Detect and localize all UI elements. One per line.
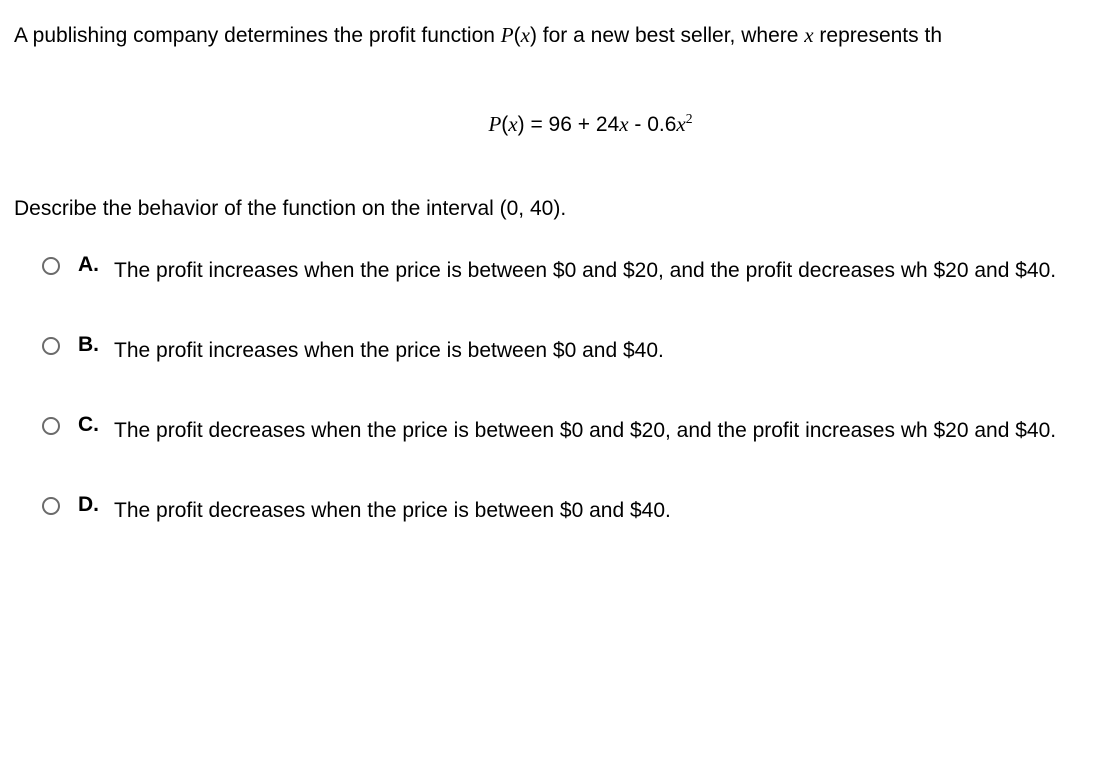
formula-x: x xyxy=(508,112,517,136)
describe-prompt: Describe the behavior of the function on… xyxy=(14,197,1087,221)
radio-icon[interactable] xyxy=(42,337,60,355)
formula-sq: 2 xyxy=(686,111,693,126)
option-c[interactable]: C. The profit decreases when the price i… xyxy=(42,413,1087,449)
radio-icon[interactable] xyxy=(42,257,60,275)
formula-eq: = 96 + 24 xyxy=(525,113,620,136)
option-a[interactable]: A. The profit increases when the price i… xyxy=(42,253,1087,289)
var-x: x xyxy=(521,23,530,47)
intro-text-2: for a new best seller, where xyxy=(537,24,804,47)
option-letter: C. xyxy=(78,413,114,437)
profit-formula: P(x) = 96 + 24x - 0.6x2 xyxy=(14,111,1087,137)
formula-x3: x xyxy=(676,112,685,136)
var-x-2: x xyxy=(804,23,813,47)
formula-P: P xyxy=(488,112,501,136)
formula-close: ) xyxy=(518,113,525,136)
radio-icon[interactable] xyxy=(42,417,60,435)
option-d[interactable]: D. The profit decreases when the price i… xyxy=(42,493,1087,529)
option-text: The profit decreases when the price is b… xyxy=(114,493,1087,529)
question-intro: A publishing company determines the prof… xyxy=(14,20,1087,51)
paren-close: ) xyxy=(530,24,537,47)
formula-minus: - 0.6 xyxy=(629,113,677,136)
option-b[interactable]: B. The profit increases when the price i… xyxy=(42,333,1087,369)
radio-icon[interactable] xyxy=(42,497,60,515)
option-letter: B. xyxy=(78,333,114,357)
fn-P: P xyxy=(501,23,514,47)
option-text: The profit decreases when the price is b… xyxy=(114,413,1087,449)
options-list: A. The profit increases when the price i… xyxy=(14,253,1087,528)
intro-text-1: A publishing company determines the prof… xyxy=(14,24,501,47)
question-page: A publishing company determines the prof… xyxy=(0,0,1097,582)
option-text: The profit increases when the price is b… xyxy=(114,253,1087,289)
option-letter: A. xyxy=(78,253,114,277)
option-text: The profit increases when the price is b… xyxy=(114,333,1087,369)
option-letter: D. xyxy=(78,493,114,517)
paren-open: ( xyxy=(514,24,521,47)
formula-x2: x xyxy=(619,112,628,136)
intro-text-3: represents th xyxy=(814,24,942,47)
